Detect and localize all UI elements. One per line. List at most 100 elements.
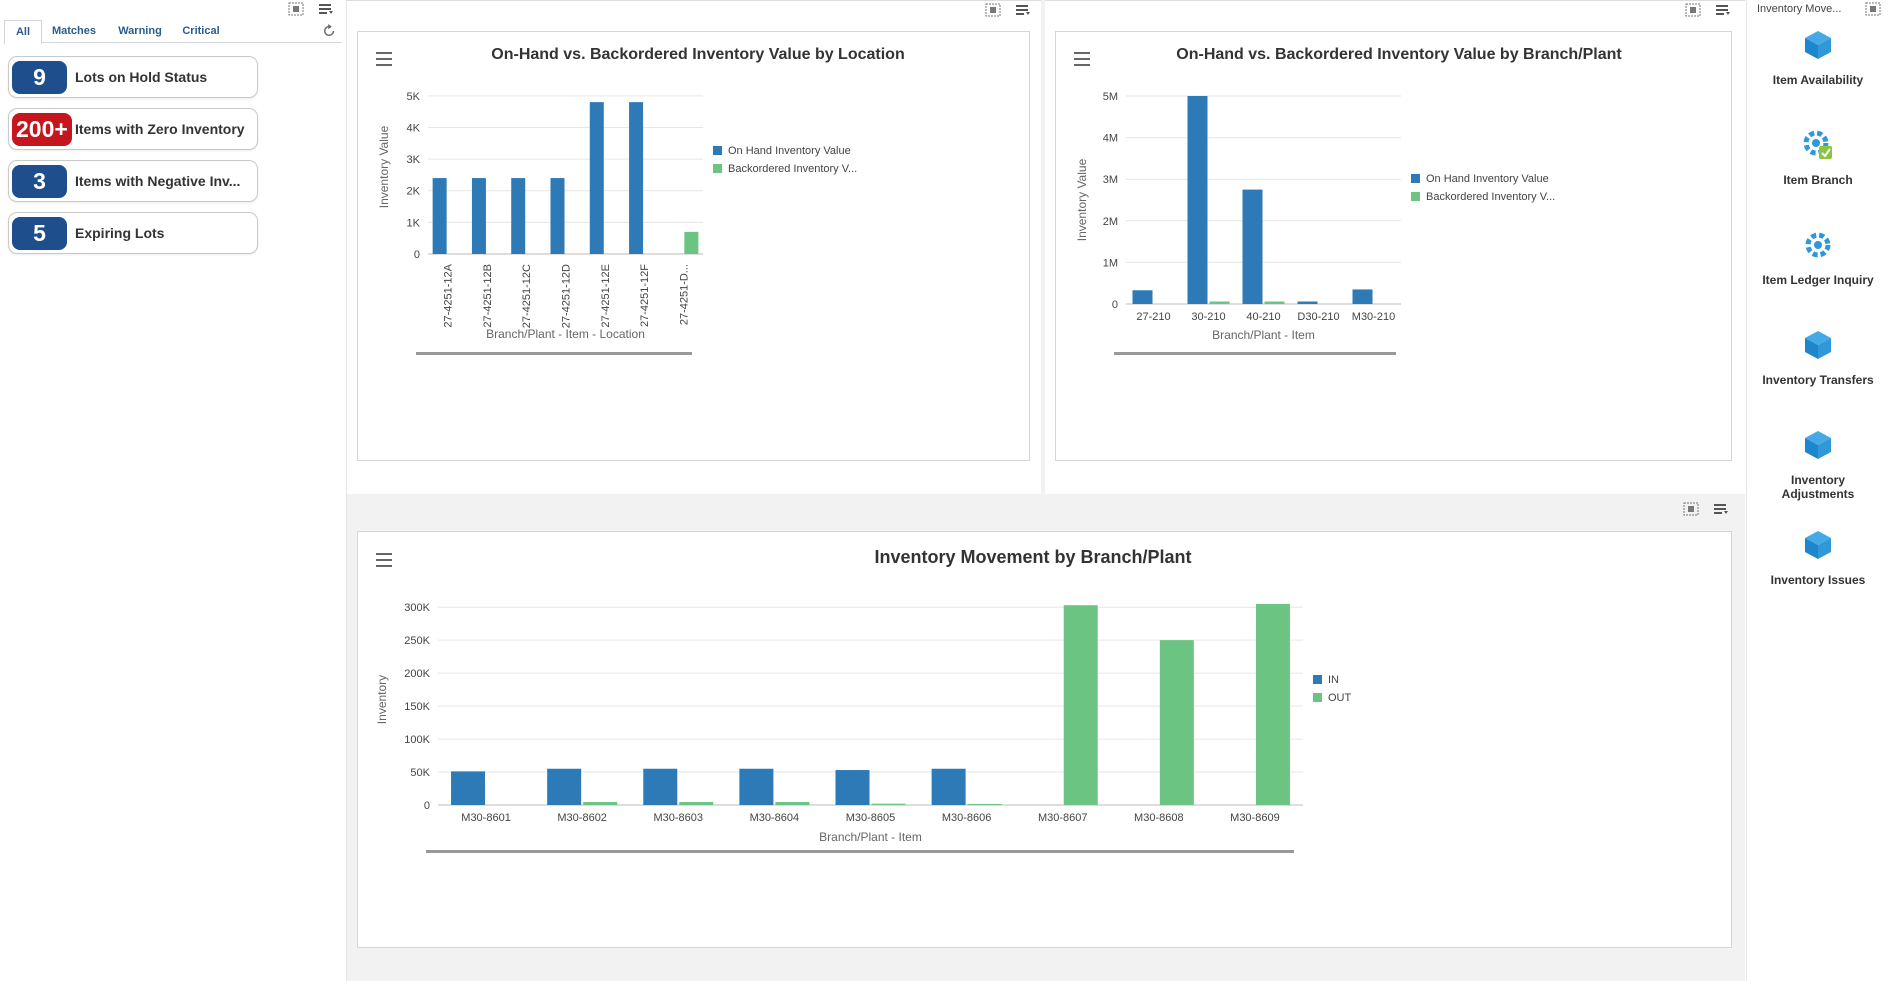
legend-label: On Hand Inventory Value: [1426, 173, 1549, 185]
y-tick-label: 200K: [404, 668, 430, 680]
bar: [1264, 301, 1285, 304]
bar: [629, 102, 644, 255]
y-tick-label: 50K: [410, 767, 430, 779]
alert-count-badge: 5: [12, 217, 67, 250]
scrollbar-track: [416, 352, 692, 355]
bar: [1063, 605, 1098, 805]
refresh-icon[interactable]: [322, 24, 338, 38]
bar: [1132, 290, 1153, 304]
bar: [775, 802, 810, 805]
y-tick-label: 150K: [404, 701, 430, 713]
alert-card[interactable]: 9 Lots on Hold Status: [8, 56, 258, 98]
launch-item-adjustments[interactable]: Inventory Adjustments: [1747, 428, 1888, 501]
launch-item-ledger[interactable]: Item Ledger Inquiry: [1747, 228, 1888, 287]
x-axis-label: Branch/Plant - Item: [1212, 328, 1315, 342]
bar: [1242, 189, 1263, 304]
launch-item-label: Inventory Adjustments: [1781, 473, 1855, 501]
x-tick-label: M30-8603: [654, 812, 704, 824]
x-tick-label: 27-210: [1136, 311, 1170, 323]
bar: [1255, 603, 1290, 805]
legend-label: OUT: [1328, 692, 1352, 704]
y-tick-label: 100K: [404, 734, 430, 746]
bar: [1187, 96, 1208, 304]
legend-swatch: [1411, 192, 1420, 201]
bar: [679, 802, 714, 805]
scrollbar-track: [1114, 352, 1396, 355]
x-tick-label: M30-8608: [1134, 812, 1184, 824]
chart-menu-icon[interactable]: [376, 553, 392, 567]
x-tick-label: M30-8606: [942, 812, 992, 824]
x-tick-label: 27-4251-12D: [561, 264, 573, 328]
chart-menu-icon[interactable]: [1074, 52, 1090, 66]
bar: [684, 231, 699, 254]
launch-item-branch[interactable]: Item Branch: [1747, 128, 1888, 187]
y-tick-label: 4K: [407, 122, 421, 134]
launch-item-label: Item Availability: [1772, 73, 1864, 87]
launch-item-availability[interactable]: Item Availability: [1747, 28, 1888, 87]
location-chart-panel: On-Hand vs. Backordered Inventory Value …: [347, 0, 1041, 495]
launch-item-transfers[interactable]: Inventory Transfers: [1747, 328, 1888, 387]
x-tick-label: M30-8609: [1230, 812, 1280, 824]
x-tick-label: M30-8607: [1038, 812, 1088, 824]
alert-tabs: All Matches Warning Critical: [4, 20, 342, 45]
alert-label: Lots on Hold Status: [75, 69, 208, 85]
chart-menu-icon[interactable]: [376, 52, 392, 66]
maximize-icon[interactable]: [985, 3, 1001, 17]
alert-card[interactable]: 200+ Items with Zero Inventory: [8, 108, 258, 150]
tab-critical[interactable]: Critical: [182, 25, 220, 37]
maximize-icon[interactable]: [1683, 502, 1699, 516]
bar: [739, 768, 774, 805]
launch-item-label: Item Branch: [1783, 173, 1853, 187]
launch-item-issues[interactable]: Inventory Issues: [1747, 528, 1888, 587]
chart-title: On-Hand vs. Backordered Inventory Value …: [1176, 46, 1622, 63]
tab-matches[interactable]: Matches: [51, 25, 97, 37]
bar: [931, 768, 966, 805]
y-tick-label: 5M: [1103, 91, 1118, 103]
legend-label: IN: [1328, 674, 1339, 686]
legend-swatch: [713, 164, 722, 173]
y-axis-label: Inventory Value: [1075, 158, 1089, 241]
y-tick-label: 0: [414, 249, 420, 261]
launch-item-label: Inventory Issues: [1770, 573, 1866, 587]
alert-label: Items with Zero Inventory: [75, 121, 245, 137]
launch-item-label: Inventory Transfers: [1762, 373, 1874, 387]
y-tick-label: 1M: [1103, 257, 1118, 269]
x-tick-label: M30-8602: [557, 812, 607, 824]
gear-icon: [1805, 232, 1831, 258]
launcher-header: Inventory Move...: [1757, 3, 1842, 15]
alert-card[interactable]: 5 Expiring Lots: [8, 212, 258, 254]
maximize-icon[interactable]: [288, 2, 304, 16]
tab-all[interactable]: All: [4, 20, 42, 45]
x-axis-label: Branch/Plant - Item: [819, 830, 922, 844]
bar: [643, 768, 678, 805]
maximize-icon[interactable]: [1685, 3, 1701, 17]
panel-menu-icon[interactable]: [1015, 3, 1031, 17]
x-tick-label: 27-4251-12A: [443, 263, 455, 327]
panel-menu-icon[interactable]: [1713, 502, 1729, 516]
branch-bar-chart: 0 1M 2M 3M 4M 5M Inventory Value 27-210 30-210 40…: [1075, 91, 1555, 355]
x-tick-label: 27-4251-12C: [521, 264, 533, 328]
bar: [1297, 301, 1318, 304]
panel-menu-icon[interactable]: [1715, 3, 1731, 17]
scrollbar-track: [426, 850, 1294, 853]
chart-title: On-Hand vs. Backordered Inventory Value …: [491, 46, 905, 63]
tab-warning[interactable]: Warning: [118, 25, 162, 37]
y-tick-label: 250K: [404, 635, 430, 647]
x-tick-label: 27-4251-12E: [600, 264, 612, 328]
chart-title: Inventory Movement by Branch/Plant: [874, 547, 1192, 567]
x-tick-label: 40-210: [1246, 311, 1280, 323]
x-tick-label: 27-4251-D...: [678, 264, 690, 325]
legend-label: On Hand Inventory Value: [728, 145, 851, 157]
bar: [1352, 289, 1373, 304]
maximize-icon[interactable]: [1865, 2, 1881, 16]
panel-menu-icon[interactable]: [318, 2, 334, 16]
y-tick-label: 0: [424, 800, 430, 812]
alert-card[interactable]: 3 Items with Negative Inv...: [8, 160, 258, 202]
bar: [451, 771, 486, 805]
branch-chart-panel: On-Hand vs. Backordered Inventory Value …: [1045, 0, 1745, 495]
y-tick-label: 1K: [407, 217, 421, 229]
cube-icon: [1805, 531, 1831, 559]
x-tick-label: D30-210: [1297, 311, 1339, 323]
alert-label: Expiring Lots: [75, 225, 165, 241]
x-tick-label: M30-210: [1352, 311, 1395, 323]
